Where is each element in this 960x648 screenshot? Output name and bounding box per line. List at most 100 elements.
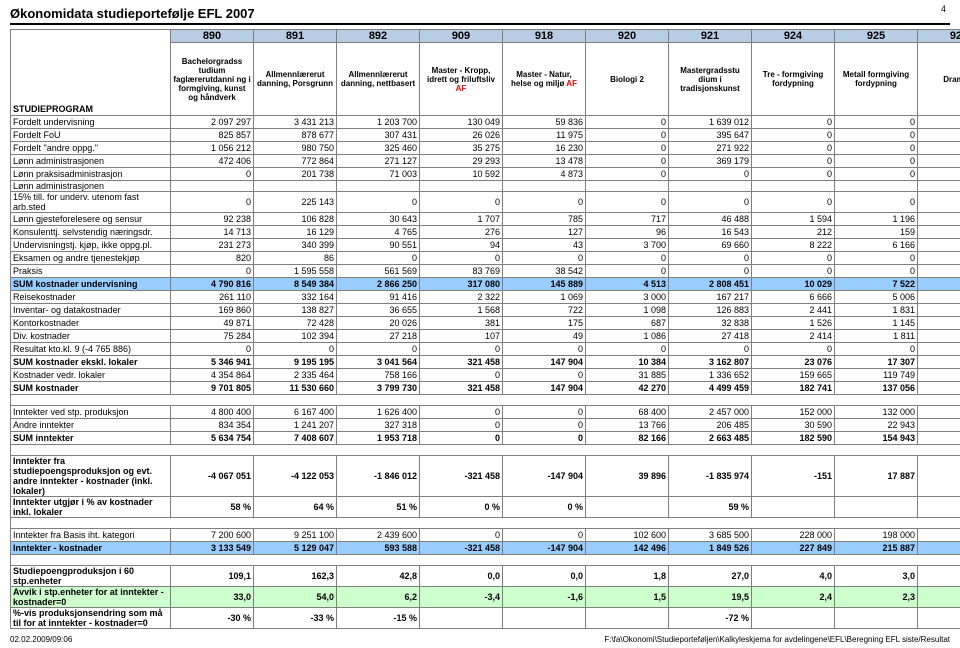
cell: 5 346 941 [171,356,254,369]
cell: 83 769 [420,265,503,278]
cell: 182 741 [752,382,835,395]
cell: 1 241 207 [254,419,337,432]
cell: 0 [586,155,669,168]
cell: 395 647 [669,129,752,142]
cell: 205 414 [918,432,960,445]
cell: 64 % [254,497,337,518]
cell: 42,8 [337,566,420,587]
cell: 9 701 805 [171,382,254,395]
cell: 687 [586,317,669,330]
table-row: Kontorkostnader49 87172 42820 0263811756… [11,317,960,330]
cell: 94 % [918,497,960,518]
cell: -321 458 [420,456,503,497]
cell: 96 [586,226,669,239]
cell: 261 110 [171,291,254,304]
table-row: Resultat kto.kl. 9 (-4 765 886)000000000… [11,343,960,356]
table-row: Div. kostnader75 284102 39427 218107491 … [11,330,960,343]
cell: 2 663 485 [669,432,752,445]
cell: 1 056 212 [171,142,254,155]
cell: 27,0 [669,566,752,587]
cell [752,181,835,192]
cell [752,608,835,629]
cell: 0 [669,265,752,278]
table-row: SUM inntekter5 634 7547 408 6071 953 718… [11,432,960,445]
cell: 0 [503,406,586,419]
cell: 0 [337,252,420,265]
cell: 162,3 [254,566,337,587]
cell: 154 943 [835,432,918,445]
cell: 276 [420,226,503,239]
page-title: Økonomidata studieportefølje EFL 2007 [10,6,950,25]
cell: 132 000 [835,406,918,419]
cell: 0 % [420,497,503,518]
table-head: STUDIEPROGRAM890891892909918920921924925… [11,30,960,116]
cell: 138 827 [254,304,337,317]
cell: 8 183 [918,291,960,304]
cell: 171 000 [918,406,960,419]
cell: 33,0 [171,587,254,608]
cell: 0 [503,192,586,213]
cell: 142 496 [586,542,669,555]
cell: 4 800 400 [171,406,254,419]
cell: 107 [420,330,503,343]
cell: 127 [503,226,586,239]
cell: 94 [420,239,503,252]
cell: 834 354 [171,419,254,432]
cell: 3,0 [835,566,918,587]
table-row: Reisekostnader261 110332 16491 4162 3221… [11,291,960,304]
row-label: Lønn administrasjonen [11,181,171,192]
cell: 0 [171,343,254,356]
row-label: Inventar- og datakostnader [11,304,171,317]
cell: 130 049 [420,116,503,129]
cell: 2 414 [752,330,835,343]
cell: 7 408 607 [254,432,337,445]
cell: 0 [420,529,503,542]
cell: 6,2 [337,587,420,608]
cell: 0 [752,116,835,129]
cell: 29 293 [420,155,503,168]
cell: 4 765 [337,226,420,239]
table-row: 15% till. for underv. utenom fast arb.st… [11,192,960,213]
cell: 2 097 297 [171,116,254,129]
cell: 228 000 [752,529,835,542]
cell: 256 500 [918,529,960,542]
cell [503,608,586,629]
cell: 69 660 [669,239,752,252]
cell: 3 162 807 [669,356,752,369]
row-label: Studiepoengproduksjon i 60 stp.enheter [11,566,171,587]
row-label: %-vis produksjonsendring som må til for … [11,608,171,629]
cell: 722 [503,304,586,317]
cell: 0 [420,419,503,432]
table-row: Fordelt undervisning2 097 2973 431 2131 … [11,116,960,129]
row-label: Fordelt undervisning [11,116,171,129]
row-label: Undervisningstj. kjøp, ikke oppg.pl. [11,239,171,252]
cell: 92 238 [171,213,254,226]
cell: 9 277 [918,239,960,252]
cell: 36 655 [337,304,420,317]
cell: 3 685 500 [669,529,752,542]
cell: 0 [835,142,918,155]
cell: 1 831 [835,304,918,317]
cell: 0 [586,192,669,213]
cell: 31 885 [586,369,669,382]
cell: 147 904 [503,356,586,369]
cell: 227 849 [752,542,835,555]
cell: 1 086 [586,330,669,343]
cell: 159 [835,226,918,239]
cell [586,181,669,192]
cell: 215 887 [835,542,918,555]
cell: 3 431 213 [254,116,337,129]
cell: 7 664 [918,129,960,142]
column-code: 924 [752,30,835,43]
cell: 0 [420,343,503,356]
cell: 24 667 [918,265,960,278]
cell: 2 296 [918,213,960,226]
cell: 2 808 451 [669,278,752,291]
row-label: Inntekter - kostnader [11,542,171,555]
cell: 3 208 [918,304,960,317]
cell: 2 322 [420,291,503,304]
cell: 2 335 464 [254,369,337,382]
table-body: Fordelt undervisning2 097 2973 431 2131 … [11,116,960,629]
cell: 119 749 [835,369,918,382]
row-label: SUM kostnader ekskl. lokaler [11,356,171,369]
